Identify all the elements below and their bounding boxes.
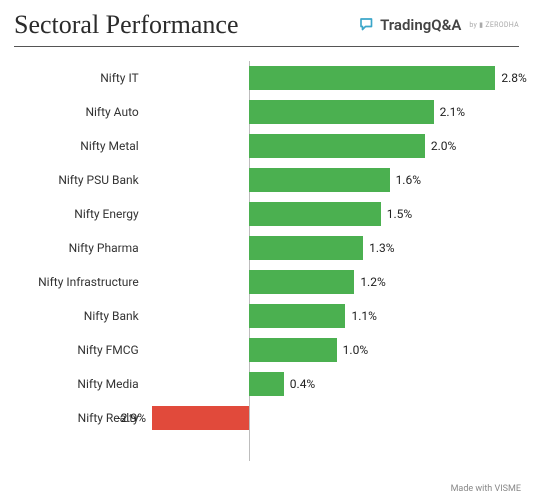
bar-area: 1.6% <box>149 168 513 192</box>
value-label: 1.0% <box>343 338 368 362</box>
row-label: Nifty Energy <box>14 207 149 221</box>
row-label: Nifty Pharma <box>14 241 149 255</box>
chart-row: Nifty Bank 1.1% <box>14 299 513 333</box>
value-label: 0.4% <box>290 372 315 396</box>
row-label: Nifty FMCG <box>14 343 149 357</box>
value-label: 1.3% <box>369 236 394 260</box>
chart-row: Nifty Energy 1.5% <box>14 197 513 231</box>
brand-chat-icon <box>358 16 376 34</box>
bar <box>249 168 390 192</box>
header-divider <box>14 46 519 47</box>
bar <box>152 406 248 430</box>
chart-row: Nifty IT2.8% <box>14 61 513 95</box>
bar-area: -2.9% <box>149 406 513 430</box>
chart-row: Nifty Pharma 1.3% <box>14 231 513 265</box>
row-label: Nifty Bank <box>14 309 149 323</box>
footer-credit: Made with VISME <box>451 484 521 494</box>
value-label: 2.1% <box>440 100 465 124</box>
value-label: 1.5% <box>387 202 412 226</box>
bar-area: 2.1% <box>149 100 513 124</box>
value-label: 1.2% <box>360 270 385 294</box>
bar <box>249 236 364 260</box>
bar <box>249 338 337 362</box>
bar <box>249 372 284 396</box>
value-label: -2.9% <box>117 406 146 430</box>
chart-row: Nifty FMCG 1.0% <box>14 333 513 367</box>
bar <box>249 134 425 158</box>
chart-row: Nifty Infrastructure 1.2% <box>14 265 513 299</box>
row-label: Nifty IT <box>14 71 149 85</box>
header: Sectoral Performance TradingQ&A by ▮ ZER… <box>0 0 533 46</box>
page-title: Sectoral Performance <box>14 10 239 40</box>
value-label: 1.6% <box>396 168 421 192</box>
chart-row: Nifty Media 0.4% <box>14 367 513 401</box>
row-label: Nifty PSU Bank <box>14 173 149 187</box>
value-label: 1.1% <box>351 304 376 328</box>
row-label: Nifty Auto <box>14 105 149 119</box>
row-label: Nifty Media <box>14 377 149 391</box>
chart-row: Nifty PSU Bank 1.6% <box>14 163 513 197</box>
bar <box>249 100 434 124</box>
bar <box>249 304 346 328</box>
value-label: 2.0% <box>431 134 456 158</box>
chart-row: Nifty Realty-2.9% <box>14 401 513 435</box>
bar-area: 1.0% <box>149 338 513 362</box>
brand-name: TradingQ&A <box>380 16 461 34</box>
bar-area: 0.4% <box>149 372 513 396</box>
bar-area: 1.1% <box>149 304 513 328</box>
chart-row: Nifty Auto 2.1% <box>14 95 513 129</box>
value-label: 2.8% <box>501 66 526 90</box>
bar-area: 1.5% <box>149 202 513 226</box>
brand-subtext: by ▮ ZERODHA <box>469 21 519 29</box>
bar <box>249 202 381 226</box>
bar-area: 2.0% <box>149 134 513 158</box>
row-label: Nifty Metal <box>14 139 149 153</box>
bar-area: 1.3% <box>149 236 513 260</box>
sectoral-bar-chart: Nifty IT2.8% Nifty Auto 2.1% Nifty Metal 2.0… <box>14 61 513 461</box>
bar <box>249 66 496 90</box>
bar-area: 2.8% <box>149 66 513 90</box>
chart-row: Nifty Metal 2.0% <box>14 129 513 163</box>
bar <box>249 270 355 294</box>
bar-area: 1.2% <box>149 270 513 294</box>
brand-logo: TradingQ&A by ▮ ZERODHA <box>358 16 519 34</box>
row-label: Nifty Infrastructure <box>14 275 149 289</box>
